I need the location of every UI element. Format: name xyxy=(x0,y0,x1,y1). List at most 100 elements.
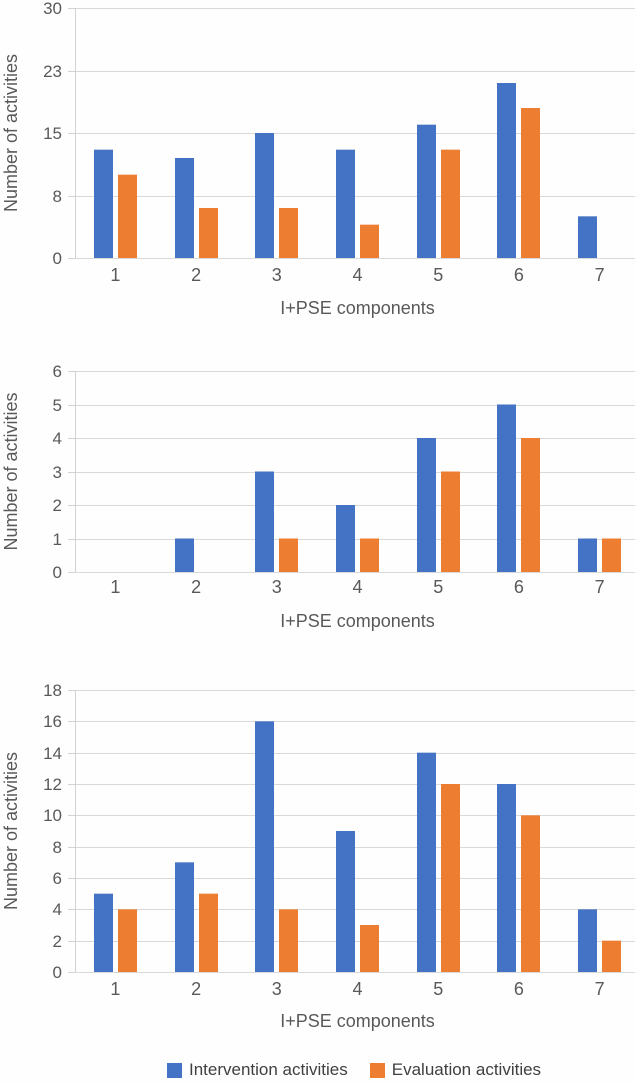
x-tick-label: 5 xyxy=(433,577,443,597)
bar-intervention-c7 xyxy=(578,538,597,572)
bar-evaluation-c4 xyxy=(360,224,379,258)
y-tick-label: 8 xyxy=(53,187,62,206)
x-tick-label: 1 xyxy=(110,577,120,597)
x-tick-label: 3 xyxy=(272,577,282,597)
bar-evaluation-c7 xyxy=(602,940,621,972)
bar-intervention-c4 xyxy=(336,149,355,258)
bar-evaluation-c6 xyxy=(521,438,540,572)
chart-middle: 0 1 2 3 4 5 6 1 2 3 4 5 6 7 I+PSE components Number of … xyxy=(0,330,635,648)
bar-intervention-c5 xyxy=(417,438,436,572)
bar-evaluation-c3 xyxy=(279,538,298,572)
bar-intervention-c6 xyxy=(497,83,516,258)
y-tick-label: 4 xyxy=(53,429,62,448)
legend-item-evaluation: Evaluation activities xyxy=(369,1060,542,1080)
x-tick-label: 1 xyxy=(110,979,120,999)
bar-intervention-c7 xyxy=(578,216,597,258)
bar-intervention-c5 xyxy=(417,752,436,972)
x-tick-label: 2 xyxy=(191,979,201,999)
y-tick-label: 8 xyxy=(53,838,62,857)
y-tick-label: 16 xyxy=(43,712,62,731)
y-tick-label: 15 xyxy=(43,124,62,143)
bar-evaluation-c2 xyxy=(199,208,218,258)
bar-evaluation-c4 xyxy=(360,538,379,572)
y-tick-label: 4 xyxy=(53,900,62,919)
y-tick-label: 23 xyxy=(43,62,62,81)
x-tick-label: 2 xyxy=(191,577,201,597)
y-tick-label: 10 xyxy=(43,806,62,825)
bar-intervention-c7 xyxy=(578,909,597,972)
bar-evaluation-c3 xyxy=(279,208,298,258)
x-tick-label: 6 xyxy=(514,265,524,285)
bar-intervention-c3 xyxy=(255,133,274,258)
y-tick-label: 12 xyxy=(43,775,62,794)
bar-intervention-c2 xyxy=(175,862,194,972)
bar-evaluation-c5 xyxy=(441,471,460,572)
bar-intervention-c5 xyxy=(417,124,436,259)
y-tick-label: 2 xyxy=(53,932,62,951)
x-tick-label: 4 xyxy=(352,577,362,597)
y-tick-label: 0 xyxy=(53,563,62,582)
bar-evaluation-c3 xyxy=(279,909,298,972)
bar-intervention-c2 xyxy=(175,158,194,258)
bar-intervention-c4 xyxy=(336,831,355,972)
bar-evaluation-c6 xyxy=(521,815,540,972)
chart-top: 0 8 15 23 30 1 2 3 4 5 6 7 I+PSE components Number of… xyxy=(0,0,635,330)
bar-evaluation-c2 xyxy=(199,893,218,972)
y-tick-label: 6 xyxy=(53,362,62,381)
y-tick-label: 6 xyxy=(53,869,62,888)
legend-item-intervention: Intervention activities xyxy=(167,1060,348,1080)
legend: Intervention activities Evaluation activ… xyxy=(0,1060,635,1080)
x-tick-label: 7 xyxy=(595,979,605,999)
x-tick-label: 1 xyxy=(110,265,120,285)
legend-swatch-intervention xyxy=(167,1062,182,1078)
y-tick-label: 0 xyxy=(53,963,62,982)
legend-swatch-evaluation xyxy=(369,1062,385,1078)
x-axis-title: I+PSE components xyxy=(280,611,435,631)
chart-middle-svg: 0 1 2 3 4 5 6 1 2 3 4 5 6 7 I+PSE components Number of … xyxy=(1,362,635,631)
bar-intervention-c2 xyxy=(175,538,194,572)
bar-evaluation-c6 xyxy=(521,108,540,258)
y-tick-label: 30 xyxy=(43,0,62,18)
y-tick-label: 5 xyxy=(53,396,62,415)
x-tick-label: 6 xyxy=(514,577,524,597)
x-axis-title: I+PSE components xyxy=(280,298,435,318)
x-tick-label: 3 xyxy=(272,979,282,999)
x-tick-label: 6 xyxy=(514,979,524,999)
y-tick-label: 0 xyxy=(53,249,62,268)
x-tick-label: 5 xyxy=(433,979,443,999)
bar-intervention-c3 xyxy=(255,721,274,972)
y-axis-title: Number of activities xyxy=(1,752,21,910)
x-tick-label: 5 xyxy=(433,265,443,285)
bar-evaluation-c5 xyxy=(441,149,460,258)
x-tick-label: 7 xyxy=(595,577,605,597)
y-tick-label: 2 xyxy=(53,496,62,515)
bar-intervention-c3 xyxy=(255,471,274,572)
y-tick-label: 1 xyxy=(53,530,62,549)
y-tick-label: 3 xyxy=(53,463,62,482)
bar-intervention-c6 xyxy=(497,784,516,972)
bar-intervention-c1 xyxy=(94,893,113,972)
x-tick-label: 7 xyxy=(595,265,605,285)
bar-evaluation-c4 xyxy=(360,925,379,972)
y-axis-title: Number of activities xyxy=(1,54,21,212)
bar-evaluation-c1 xyxy=(118,174,137,258)
y-tick-label: 18 xyxy=(43,681,62,700)
bar-intervention-c4 xyxy=(336,505,355,572)
bar-intervention-c6 xyxy=(497,404,516,572)
bar-evaluation-c5 xyxy=(441,784,460,972)
x-tick-label: 4 xyxy=(352,979,362,999)
x-tick-label: 2 xyxy=(191,265,201,285)
x-axis-title: I+PSE components xyxy=(280,1011,435,1031)
chart-bottom: 0 2 4 6 8 10 12 14 16 18 1 2 3 4 5 6 7 I+PSE components Nu… xyxy=(0,648,635,1042)
y-tick-label: 14 xyxy=(43,744,62,763)
bar-evaluation-c7 xyxy=(602,538,621,572)
x-tick-label: 3 xyxy=(272,265,282,285)
legend-label-intervention: Intervention activities xyxy=(189,1060,348,1079)
y-axis-title: Number of activities xyxy=(1,392,21,550)
legend-label-evaluation: Evaluation activities xyxy=(391,1060,542,1079)
bar-evaluation-c1 xyxy=(118,909,137,972)
x-tick-label: 4 xyxy=(352,265,362,285)
